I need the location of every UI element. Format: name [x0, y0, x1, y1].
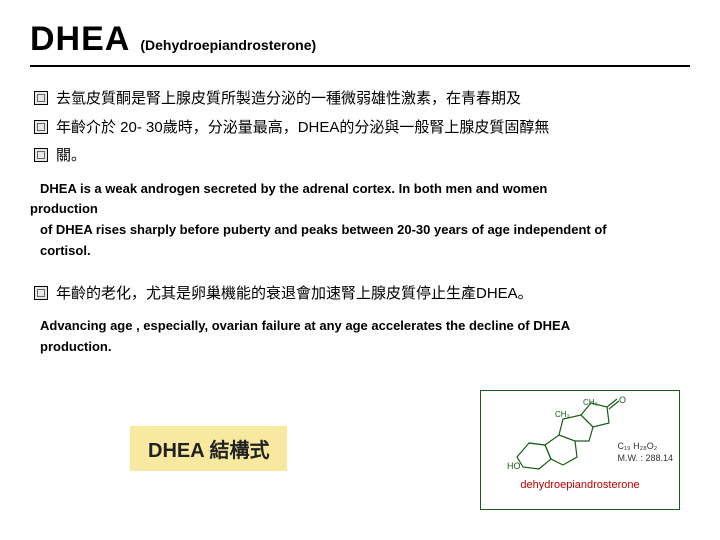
bullet-line: 關。: [34, 142, 690, 171]
title-row: DHEA (Dehydroepiandrosterone): [30, 20, 690, 67]
bullet-text: 年齡介於 20- 30歲時，分泌量最高，DHEA的分泌與一般腎上腺皮質固醇無: [56, 114, 549, 143]
english-paragraph-1: DHEA is a weak androgen secreted by the …: [30, 179, 690, 262]
molecule-box: HO CH₃ CH₃ O C₁₉ H₂₈O₂ M.W. : 288.14 deh…: [480, 390, 680, 510]
molecule-mw: M.W. : 288.14: [617, 453, 673, 465]
english-line: Advancing age , especially, ovarian fail…: [40, 316, 690, 337]
english-line: production.: [40, 337, 690, 358]
title-main: DHEA: [30, 20, 130, 59]
o-label: O: [619, 395, 626, 405]
molecule-info: C₁₉ H₂₈O₂ M.W. : 288.14: [617, 441, 673, 464]
title-sub: (Dehydroepiandrosterone): [140, 37, 316, 53]
english-line: DHEA is a weak androgen secreted by the …: [40, 179, 690, 200]
square-bullet-icon: [34, 120, 48, 134]
english-paragraph-2: Advancing age , especially, ovarian fail…: [30, 316, 690, 358]
bullet-line: 去氫皮質酮是腎上腺皮質所製造分泌的一種微弱雄性激素，在青春期及: [34, 85, 690, 114]
structure-label: DHEA 結構式: [130, 426, 287, 471]
english-line: production: [30, 199, 690, 220]
square-bullet-icon: [34, 91, 48, 105]
square-bullet-icon: [34, 148, 48, 162]
bullet-block-2: 年齡的老化，尤其是卵巢機能的衰退會加速腎上腺皮質停止生產DHEA。: [34, 280, 690, 309]
bullet-text: 關。: [56, 142, 86, 171]
bullet-text: 去氫皮質酮是腎上腺皮質所製造分泌的一種微弱雄性激素，在青春期及: [56, 85, 521, 114]
ch3-label: CH₃: [583, 398, 598, 407]
english-line: of DHEA rises sharply before puberty and…: [40, 220, 690, 241]
ch3-label: CH₃: [555, 410, 570, 419]
bullet-line: 年齡的老化，尤其是卵巢機能的衰退會加速腎上腺皮質停止生產DHEA。: [34, 280, 690, 309]
molecule-caption: dehydroepiandrosterone: [481, 479, 679, 491]
square-bullet-icon: [34, 286, 48, 300]
molecule-formula: C₁₉ H₂₈O₂: [617, 441, 673, 453]
bullet-block-1: 去氫皮質酮是腎上腺皮質所製造分泌的一種微弱雄性激素，在青春期及 年齡介於 20-…: [34, 85, 690, 171]
bullet-line: 年齡介於 20- 30歲時，分泌量最高，DHEA的分泌與一般腎上腺皮質固醇無: [34, 114, 690, 143]
bullet-text: 年齡的老化，尤其是卵巢機能的衰退會加速腎上腺皮質停止生產DHEA。: [56, 280, 533, 309]
english-line: cortisol.: [40, 241, 690, 262]
ho-label: HO: [507, 461, 521, 471]
